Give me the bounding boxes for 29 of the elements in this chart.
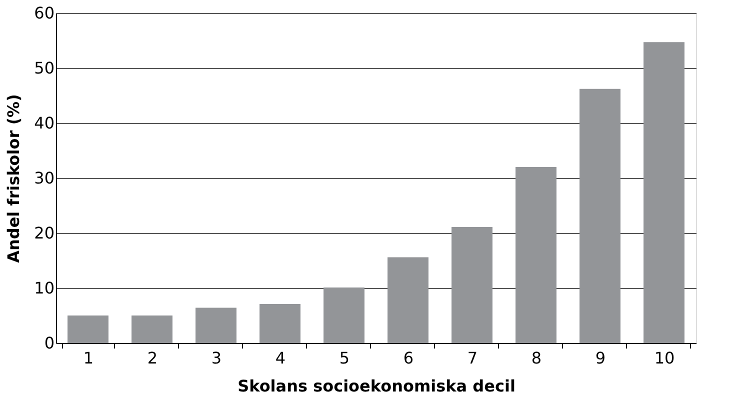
bar [324, 287, 364, 343]
y-tick-label: 10 [34, 278, 54, 298]
bar [68, 316, 108, 343]
y-tick-label: 60 [34, 4, 54, 22]
x-tick-label: 6 [403, 348, 414, 368]
bar [580, 88, 620, 343]
x-tick-label: 8 [531, 348, 542, 368]
x-tick-label: 2 [147, 348, 158, 368]
x-tick-label: 5 [339, 348, 350, 368]
bar [452, 226, 492, 343]
y-axis-title: Andel friskolor (%) [4, 94, 24, 263]
y-tick-label: 0 [44, 334, 54, 352]
y-tick-label: 30 [34, 168, 54, 188]
bar [516, 167, 556, 343]
bar [260, 304, 300, 343]
y-tick-label: 50 [34, 58, 54, 78]
bar [132, 316, 172, 343]
x-tick-label: 4 [275, 348, 286, 368]
x-tick-label: 3 [211, 348, 222, 368]
x-axis-title: Skolans socioekonomiska decil [238, 376, 516, 396]
x-tick-label: 7 [467, 348, 478, 368]
bar [196, 308, 236, 343]
bar [644, 42, 684, 343]
x-tick-label: 1 [83, 348, 94, 368]
x-tick-label: 10 [654, 348, 675, 368]
y-tick-label: 20 [34, 224, 54, 242]
x-tick-label: 9 [595, 348, 606, 368]
y-tick-label: 40 [34, 114, 54, 132]
bar [388, 257, 428, 343]
